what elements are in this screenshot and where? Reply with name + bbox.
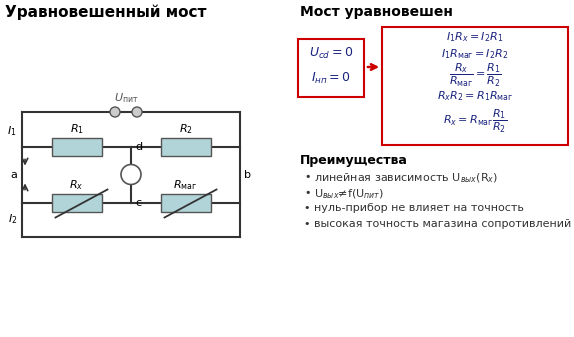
Text: $R_1$: $R_1$ xyxy=(69,122,83,135)
Text: $U_{cd} = 0$: $U_{cd} = 0$ xyxy=(309,45,353,61)
Text: $I_1R_{\mathrm{маг}} = I_2R_2$: $I_1R_{\mathrm{маг}} = I_2R_2$ xyxy=(441,47,509,61)
Text: $U_{\mathrm{пит}}$: $U_{\mathrm{пит}}$ xyxy=(114,91,138,105)
Text: $I_2$: $I_2$ xyxy=(7,213,17,226)
Circle shape xyxy=(121,164,141,184)
Text: c: c xyxy=(135,197,141,208)
Text: • нуль-прибор не влияет на точность: • нуль-прибор не влияет на точность xyxy=(304,203,524,213)
Bar xyxy=(382,27,568,145)
Bar xyxy=(52,137,102,155)
Text: $R_2$: $R_2$ xyxy=(179,122,192,135)
Text: $R_x = R_{\mathrm{маг}}\dfrac{R_1}{R_2}$: $R_x = R_{\mathrm{маг}}\dfrac{R_1}{R_2}$ xyxy=(443,108,507,134)
Text: $R_xR_2 = R_1R_{\mathrm{маг}}$: $R_xR_2 = R_1R_{\mathrm{маг}}$ xyxy=(437,89,513,103)
Text: $I_1R_x = I_2R_1$: $I_1R_x = I_2R_1$ xyxy=(447,30,503,44)
Text: $I_1$: $I_1$ xyxy=(7,125,17,139)
Bar xyxy=(52,193,102,212)
Text: a: a xyxy=(10,170,17,180)
Circle shape xyxy=(132,107,142,117)
Text: • U$_{вых}$≠f(U$_{пит}$): • U$_{вых}$≠f(U$_{пит}$) xyxy=(304,187,384,201)
Text: • линейная зависимость U$_{вых}$(R$_x$): • линейная зависимость U$_{вых}$(R$_x$) xyxy=(304,171,498,185)
Text: $R_{\mathrm{маг}}$: $R_{\mathrm{маг}}$ xyxy=(173,178,197,191)
Text: • высокая точность магазина сопротивлений: • высокая точность магазина сопротивлени… xyxy=(304,219,571,229)
Bar xyxy=(161,137,211,155)
Bar xyxy=(161,193,211,212)
Text: $I_{нп} = 0$: $I_{нп} = 0$ xyxy=(311,70,351,86)
Text: d: d xyxy=(135,142,142,152)
Circle shape xyxy=(110,107,120,117)
Bar xyxy=(298,39,364,97)
Text: $\dfrac{R_x}{R_{\mathrm{маг}}} = \dfrac{R_1}{R_2}$: $\dfrac{R_x}{R_{\mathrm{маг}}} = \dfrac{… xyxy=(449,61,502,89)
Text: b: b xyxy=(244,170,251,180)
Text: Уравновешенный мост: Уравновешенный мост xyxy=(5,5,207,21)
Text: Преимущества: Преимущества xyxy=(300,154,408,167)
Text: Мост уравновешен: Мост уравновешен xyxy=(300,5,453,19)
Text: $R_x$: $R_x$ xyxy=(69,178,84,191)
